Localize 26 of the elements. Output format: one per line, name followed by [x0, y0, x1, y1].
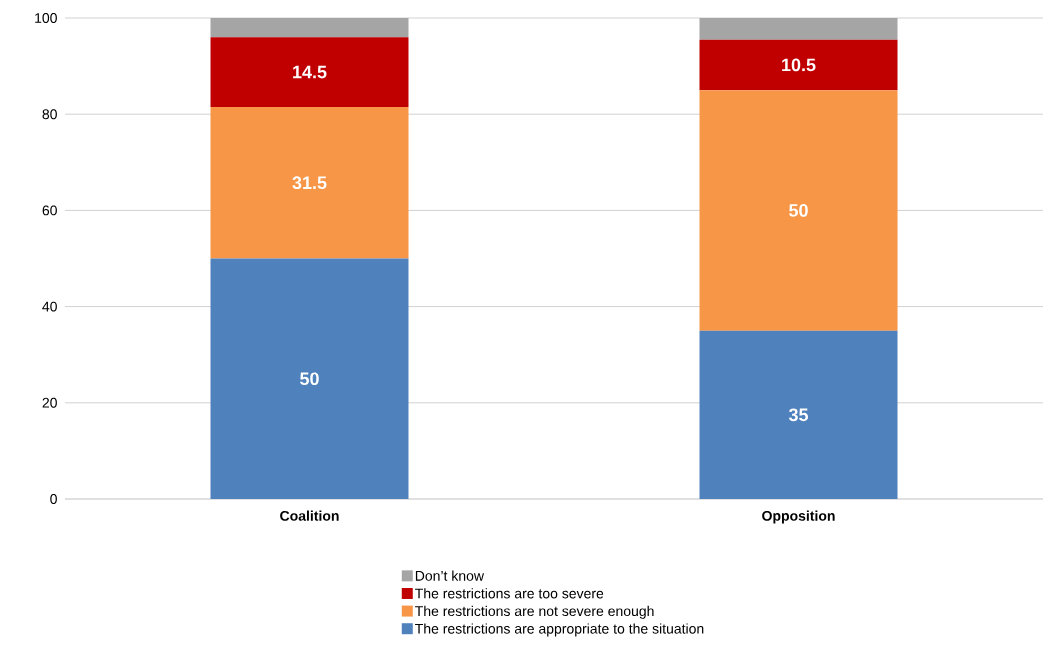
data-label: 10.5: [782, 58, 816, 72]
data-label: 50: [300, 372, 319, 386]
x-tick-label: Opposition: [762, 510, 835, 524]
data-label: 35: [788, 408, 809, 422]
y-tick-label: 40: [42, 301, 57, 312]
bar: [699, 330, 898, 499]
bar: [210, 17, 409, 38]
bar: [210, 37, 409, 107]
bar: [699, 17, 898, 40]
y-tick-label: 20: [42, 397, 57, 408]
bar: [210, 106, 409, 259]
legend-label: Don’t know: [415, 570, 485, 581]
legend-label: The restrictions are appropriate to the situation: [415, 623, 704, 637]
data-label: 14.5: [293, 65, 327, 79]
bar: [699, 90, 898, 331]
bar: [699, 39, 898, 91]
y-tick-label: 0: [50, 494, 57, 504]
y-tick-label: 100: [35, 13, 57, 23]
y-tick-label: 60: [42, 205, 57, 216]
data-label: 50: [789, 204, 808, 217]
y-tick-label: 80: [42, 109, 57, 120]
bar: [210, 258, 409, 499]
x-tick-label: Coalition: [280, 510, 339, 521]
data-label: 31.5: [292, 176, 327, 190]
legend-label: The restrictions are too severe: [415, 588, 604, 599]
legend-label: The restrictions are not severe enough: [415, 605, 654, 619]
